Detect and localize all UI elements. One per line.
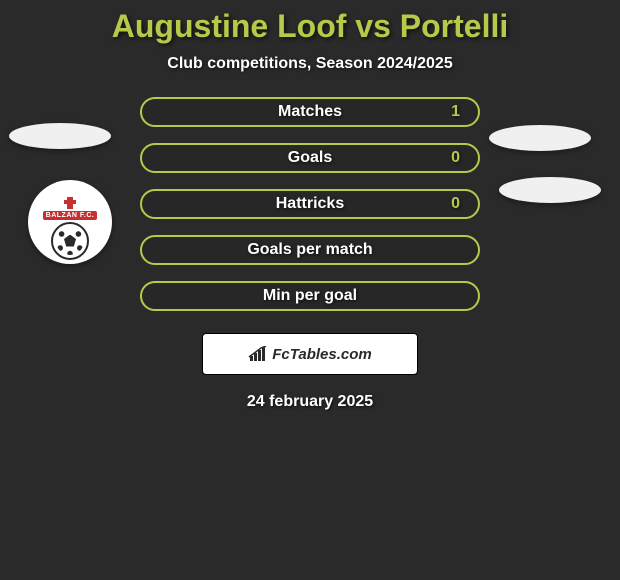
- page-title: Augustine Loof vs Portelli: [112, 8, 508, 45]
- stat-value: 0: [451, 195, 460, 213]
- branding-text: FcTables.com: [272, 346, 371, 363]
- stat-label: Goals per match: [247, 241, 372, 259]
- stat-row-hattricks: Hattricks 0: [140, 189, 480, 219]
- stat-row-min-per-goal: Min per goal: [140, 281, 480, 311]
- stat-row-goals-per-match: Goals per match: [140, 235, 480, 265]
- stat-value: 0: [451, 149, 460, 167]
- subtitle: Club competitions, Season 2024/2025: [167, 55, 452, 73]
- player-placeholder-right-2: [499, 177, 601, 203]
- stat-value: 1: [451, 103, 460, 121]
- stat-label: Min per goal: [263, 287, 357, 305]
- soccer-ball-icon: [51, 222, 89, 260]
- crest-cross-icon: [41, 191, 99, 209]
- player-placeholder-right-1: [489, 125, 591, 151]
- stat-label: Matches: [278, 103, 342, 121]
- crest-banner: BALZAN F.C.: [43, 211, 98, 220]
- stat-row-matches: Matches 1: [140, 97, 480, 127]
- stat-label: Hattricks: [276, 195, 344, 213]
- player-placeholder-left: [9, 123, 111, 149]
- chart-icon: [248, 346, 268, 362]
- date-label: 24 february 2025: [247, 393, 373, 411]
- stat-label: Goals: [288, 149, 332, 167]
- branding-badge: FcTables.com: [202, 333, 418, 375]
- club-crest: BALZAN F.C.: [28, 180, 112, 264]
- stat-row-goals: Goals 0: [140, 143, 480, 173]
